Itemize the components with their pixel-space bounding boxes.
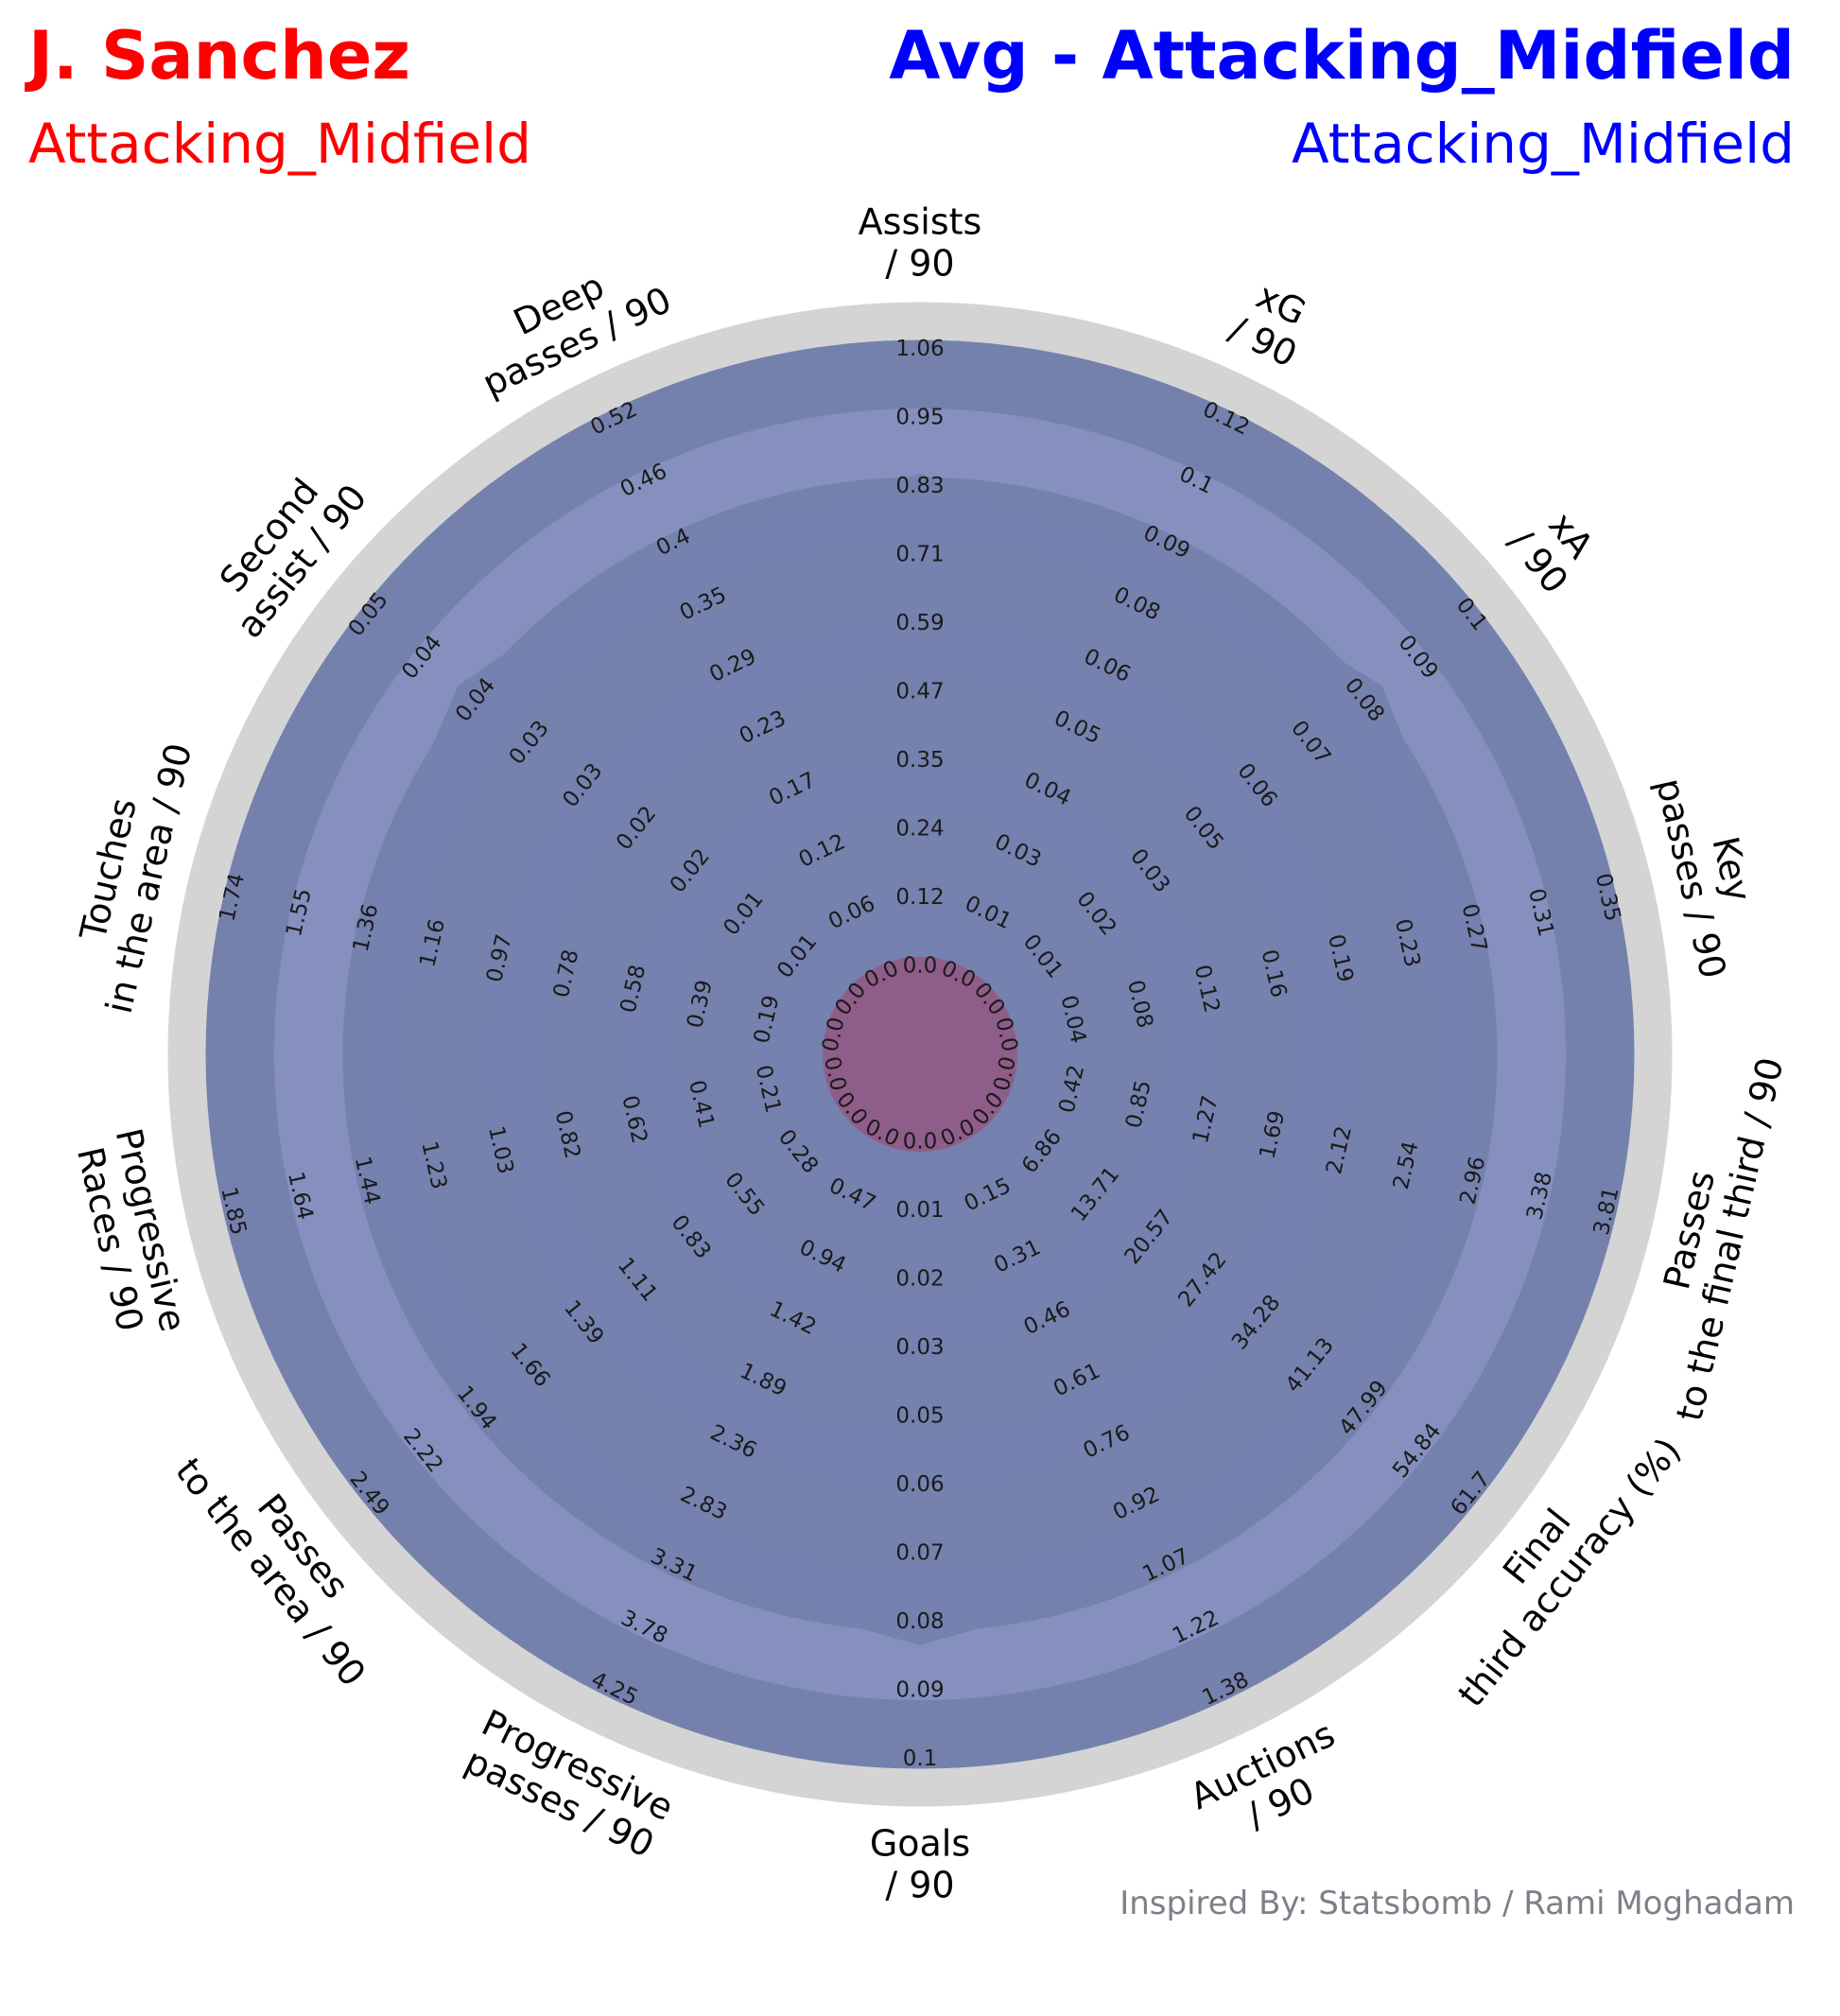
credit-text: Inspired By: Statsbomb / Rami Moghadam: [1120, 1885, 1795, 1922]
tick-label: 1.06: [895, 337, 944, 361]
tick-label: 0.95: [895, 406, 944, 430]
tick-label: 0.35: [895, 748, 944, 773]
tick-label: 0.01: [895, 1198, 944, 1223]
tick-label: 0.59: [895, 611, 944, 635]
tick-label: 0.07: [895, 1541, 944, 1566]
tick-label: 0.47: [895, 680, 944, 704]
tick-label: 0.0: [903, 1130, 938, 1155]
param-label: xG/ 90: [1223, 275, 1312, 375]
compare-position: Attacking_Midfield: [1292, 112, 1795, 176]
tick-label: 0.12: [895, 885, 944, 910]
player-name: J. Sanchez: [28, 17, 411, 95]
tick-label: 0.83: [895, 474, 944, 498]
param-label-line: Assists: [859, 201, 982, 243]
series-polygon-compare: [355, 474, 1483, 1646]
tick-label: 0.06: [895, 1472, 944, 1497]
param-label-line: Goals: [870, 1823, 970, 1865]
tick-label: 0.24: [895, 817, 944, 842]
radar-polygons: [355, 474, 1483, 1646]
tick-label: 0.02: [895, 1267, 944, 1292]
param-label-line: / 90: [885, 1865, 954, 1906]
param-label: Goals/ 90: [870, 1823, 970, 1906]
series-polygon-player: [823, 957, 1017, 1152]
tick-label: 0.1: [903, 1747, 938, 1771]
tick-label: 0.71: [895, 543, 944, 567]
player-position: Attacking_Midfield: [28, 112, 531, 176]
tick-label: 0.05: [895, 1404, 944, 1429]
tick-label: 0.08: [895, 1609, 944, 1634]
param-label: Assists/ 90: [859, 201, 982, 285]
param-label: xA/ 90: [1501, 504, 1602, 600]
compare-name: Avg - Attacking_Midfield: [889, 17, 1795, 95]
param-label-line: / 90: [885, 243, 954, 285]
tick-label: 0.03: [895, 1335, 944, 1360]
tick-label: 0.09: [895, 1678, 944, 1703]
tick-label: 0.0: [903, 954, 938, 979]
